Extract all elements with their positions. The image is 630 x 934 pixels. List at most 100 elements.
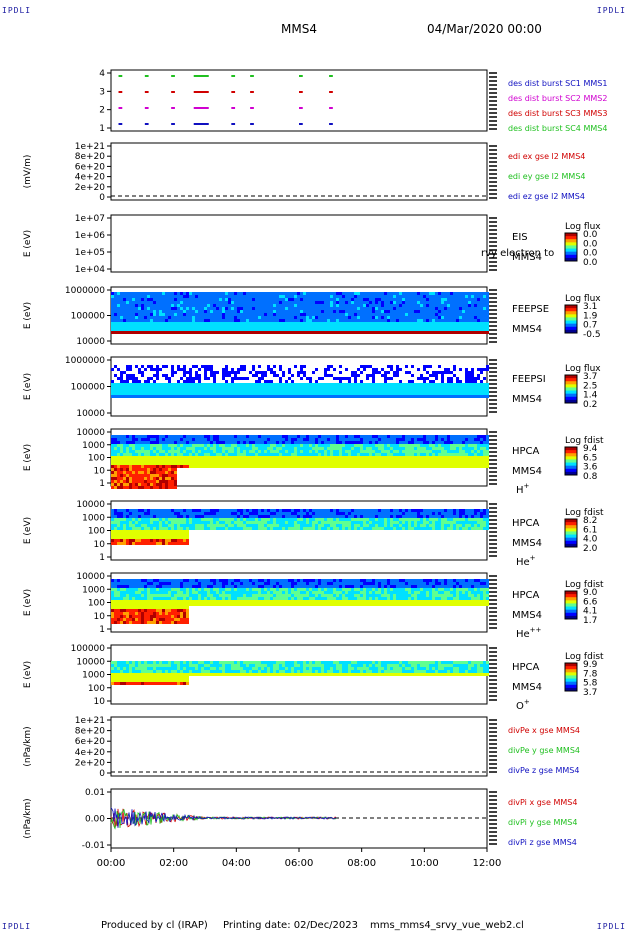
heat-cell — [435, 301, 438, 304]
colorbar-segment — [565, 308, 577, 312]
heat-cell — [273, 328, 276, 331]
heat-cell — [477, 301, 480, 304]
heat-cell — [186, 310, 189, 313]
heat-cell — [294, 459, 297, 462]
heat-cell — [123, 444, 126, 447]
heat-cell — [213, 295, 216, 298]
heat-cell — [228, 459, 231, 462]
heat-cell — [114, 515, 117, 518]
heat-cell — [420, 383, 423, 386]
heat-cell — [219, 512, 222, 515]
heat-cell — [225, 304, 228, 307]
heat-cell — [417, 441, 420, 444]
heat-cell — [207, 441, 210, 444]
heat-cell — [408, 328, 411, 331]
heat-cell — [222, 462, 225, 465]
heat-cell — [336, 295, 339, 298]
heat-cell — [471, 459, 474, 462]
y-axis-label-5: E (eV) — [23, 444, 33, 471]
heat-cell — [279, 386, 282, 389]
heat-cell — [375, 325, 378, 328]
heat-cell — [396, 295, 399, 298]
heat-cell — [477, 292, 480, 295]
heat-cell — [288, 465, 291, 468]
heat-cell — [129, 310, 132, 313]
heat-cell — [357, 319, 360, 322]
heat-cell — [177, 444, 180, 447]
heat-cell — [249, 459, 252, 462]
heat-cell — [453, 386, 456, 389]
heat-cell — [150, 486, 153, 489]
heat-cell — [204, 368, 207, 371]
heat-cell — [435, 389, 438, 392]
heat-cell — [141, 435, 144, 438]
heat-cell — [477, 386, 480, 389]
heat-cell — [405, 389, 408, 392]
heat-cell — [456, 322, 459, 325]
heat-cell — [267, 368, 270, 371]
heat-cell — [174, 331, 177, 334]
heat-cell — [468, 438, 471, 441]
heat-cell — [192, 298, 195, 301]
y-tick-label-3-2: 10000 — [76, 337, 105, 347]
heat-cell — [291, 389, 294, 392]
heat-cell — [186, 395, 189, 398]
heat-cell — [201, 521, 204, 524]
heat-cell — [258, 450, 261, 453]
heat-cell — [462, 310, 465, 313]
heat-cell — [249, 292, 252, 295]
heat-cell — [399, 392, 402, 395]
heat-cell — [369, 328, 372, 331]
heat-cell — [111, 395, 114, 398]
heat-cell — [192, 515, 195, 518]
heat-cell — [225, 292, 228, 295]
heat-cell — [423, 301, 426, 304]
heat-cell — [357, 392, 360, 395]
heat-cell — [273, 386, 276, 389]
heat-cell — [240, 438, 243, 441]
heat-cell — [396, 319, 399, 322]
heat-cell — [486, 438, 489, 441]
heat-cell — [207, 295, 210, 298]
heat-cell — [132, 331, 135, 334]
heat-cell — [144, 316, 147, 319]
heat-cell — [357, 441, 360, 444]
heat-cell — [420, 301, 423, 304]
heat-cell — [357, 368, 360, 371]
heat-cell — [333, 395, 336, 398]
heat-cell — [438, 298, 441, 301]
heat-cell — [174, 521, 177, 524]
heat-cell — [261, 444, 264, 447]
heat-cell — [246, 328, 249, 331]
heat-cell — [162, 521, 165, 524]
heat-cell — [411, 441, 414, 444]
heat-cell — [459, 319, 462, 322]
heat-cell — [129, 539, 132, 542]
heat-cell — [156, 325, 159, 328]
heat-cell — [162, 459, 165, 462]
heat-cell — [198, 509, 201, 512]
heat-cell — [453, 325, 456, 328]
heat-cell — [414, 450, 417, 453]
heat-cell — [318, 325, 321, 328]
heat-cell — [198, 368, 201, 371]
heat-cell — [174, 462, 177, 465]
y-axis-label-4: E (eV) — [23, 373, 33, 400]
heat-cell — [168, 477, 171, 480]
heat-cell — [198, 518, 201, 521]
heat-cell — [324, 319, 327, 322]
heat-cell — [204, 383, 207, 386]
heat-cell — [171, 486, 174, 489]
heat-cell — [195, 509, 198, 512]
heat-cell — [465, 322, 468, 325]
heat-cell — [438, 459, 441, 462]
colorbar-segment — [565, 239, 577, 243]
heat-cell — [447, 383, 450, 386]
heat-cell — [150, 295, 153, 298]
heat-cell — [351, 438, 354, 441]
heat-cell — [348, 435, 351, 438]
heat-cell — [201, 395, 204, 398]
heat-cell — [348, 386, 351, 389]
heat-cell — [111, 325, 114, 328]
heat-cell — [294, 313, 297, 316]
